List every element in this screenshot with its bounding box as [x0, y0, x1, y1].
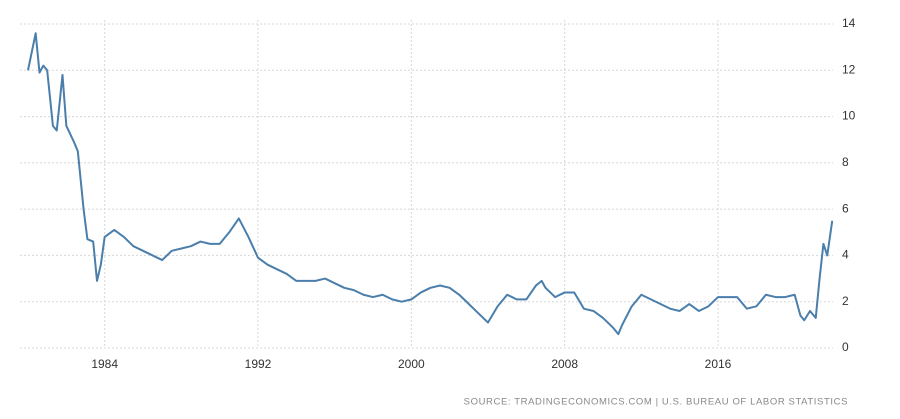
x-tick-label: 2000 [398, 357, 425, 371]
data-line [27, 32, 834, 336]
x-tick-label: 1984 [91, 357, 118, 371]
y-tick-label: 12 [842, 62, 856, 76]
x-tick-label: 1992 [245, 357, 272, 371]
x-tick-label: 2016 [705, 357, 732, 371]
y-tick-label: 4 [842, 248, 849, 262]
y-tick-label: 6 [842, 201, 849, 215]
y-tick-label: 0 [842, 340, 849, 354]
x-tick-label: 2008 [551, 357, 578, 371]
y-tick-label: 2 [842, 294, 849, 308]
y-tick-label: 10 [842, 109, 856, 123]
y-tick-label: 14 [842, 16, 856, 30]
y-tick-label: 8 [842, 155, 849, 169]
source-note: SOURCE: TRADINGECONOMICS.COM | U.S. BURE… [464, 397, 848, 408]
